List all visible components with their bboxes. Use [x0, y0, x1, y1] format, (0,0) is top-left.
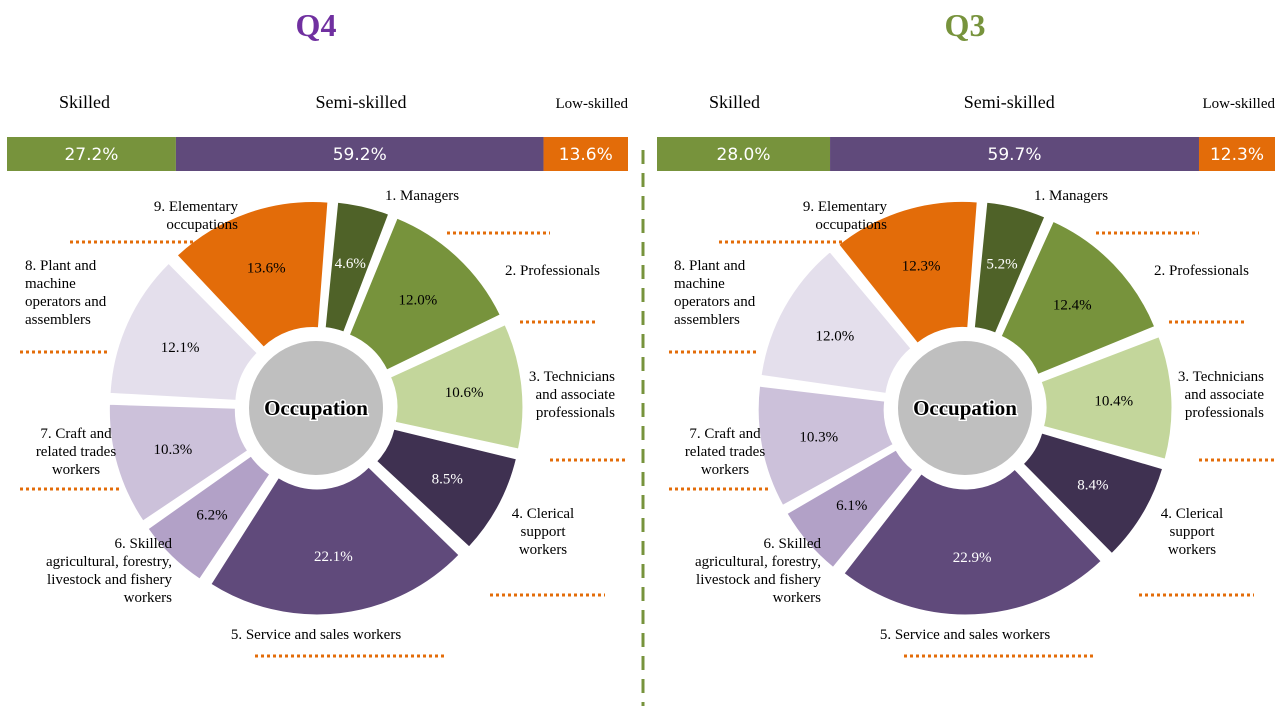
- slice-value-label: 10.6%: [445, 385, 484, 401]
- bar-value-label: 28.0%: [717, 145, 771, 165]
- category-label: 8. Plant and machine operators and assem…: [25, 258, 107, 328]
- bar-value-label: 27.2%: [64, 145, 118, 165]
- bar-segment: [175, 137, 544, 171]
- slice-value-label: 12.0%: [399, 292, 438, 308]
- pie-slice: [109, 262, 258, 401]
- category-label: 9. Elementary occupations: [153, 199, 238, 233]
- category-label: 3. Technicians and associate professiona…: [1177, 369, 1264, 421]
- category-label: 5. Service and sales workers: [230, 627, 402, 643]
- pie-slice: [757, 385, 894, 507]
- bar-segment: [543, 137, 628, 171]
- pie-slice: [147, 455, 271, 580]
- pie-slice: [760, 251, 912, 394]
- category-label: 1. Managers: [1034, 188, 1109, 204]
- pie-slice: [176, 201, 329, 348]
- skill-label: Low-skilled: [1203, 96, 1276, 112]
- center-label: Occupation: [264, 396, 368, 420]
- pie-slice: [973, 201, 1046, 334]
- category-label: 7. Craft and related trades workers: [35, 426, 117, 478]
- slice-value-label: 12.0%: [815, 328, 854, 344]
- bar-value-label: 12.3%: [1210, 145, 1264, 165]
- pie-slice: [843, 468, 1102, 616]
- category-label: 2. Professionals: [505, 263, 600, 279]
- bar-value-label: 59.7%: [988, 145, 1042, 165]
- bar-segment: [657, 137, 831, 171]
- slice-value-label: 12.4%: [1053, 298, 1092, 314]
- skill-label: Semi-skilled: [315, 92, 406, 112]
- skill-label: Skilled: [709, 92, 760, 112]
- slice-value-label: 5.2%: [986, 257, 1017, 273]
- slice-value-label: 13.6%: [247, 261, 286, 277]
- bar-value-label: 59.2%: [333, 145, 387, 165]
- pie-slice: [210, 466, 460, 616]
- skill-label: Skilled: [59, 92, 110, 112]
- category-label: 1. Managers: [385, 188, 460, 204]
- slice-value-label: 10.4%: [1094, 393, 1133, 409]
- bar-segment: [1198, 137, 1275, 171]
- center-circle: [247, 339, 385, 477]
- pie-slice: [1022, 432, 1164, 555]
- slice-value-label: 22.9%: [953, 550, 992, 566]
- pie-slice: [838, 200, 978, 344]
- panel-title: Q3: [945, 7, 986, 43]
- pie-slice: [324, 201, 390, 333]
- panel-title: Q4: [296, 7, 337, 43]
- skill-label: Semi-skilled: [964, 92, 1055, 112]
- category-label: 4. Clerical support workers: [1160, 506, 1224, 558]
- slice-value-label: 8.5%: [432, 471, 463, 487]
- center-label: Occupation: [913, 396, 1017, 420]
- pie-slice: [1040, 336, 1173, 460]
- category-label: 2. Professionals: [1154, 263, 1249, 279]
- category-label: 6. Skilled agricultural, forestry, lives…: [45, 536, 172, 606]
- category-label: 7. Craft and related trades workers: [684, 426, 766, 478]
- center-circle: [896, 339, 1034, 477]
- slice-value-label: 10.3%: [153, 442, 192, 458]
- pie-slice: [389, 324, 524, 450]
- pie-slice: [1000, 220, 1156, 376]
- pie-slice: [376, 428, 517, 548]
- category-label: 5. Service and sales workers: [879, 627, 1051, 643]
- bar-value-label: 13.6%: [559, 145, 613, 165]
- slice-value-label: 22.1%: [314, 549, 353, 565]
- pie-slice: [348, 217, 501, 371]
- pie-slice: [786, 449, 914, 569]
- pie-slice: [108, 403, 249, 522]
- slice-value-label: 6.2%: [196, 508, 227, 524]
- category-label: 8. Plant and machine operators and assem…: [674, 258, 756, 328]
- slice-value-label: 12.1%: [161, 340, 200, 356]
- slice-value-label: 6.1%: [836, 498, 867, 514]
- category-label: 9. Elementary occupations: [802, 199, 887, 233]
- slice-value-label: 10.3%: [799, 429, 838, 445]
- slice-value-label: 4.6%: [335, 256, 366, 272]
- skill-label: Low-skilled: [556, 96, 629, 112]
- slice-value-label: 12.3%: [902, 259, 941, 275]
- category-label: 6. Skilled agricultural, forestry, lives…: [694, 536, 821, 606]
- category-label: 3. Technicians and associate professiona…: [528, 369, 615, 421]
- slice-value-label: 8.4%: [1077, 478, 1108, 494]
- bar-segment: [7, 137, 176, 171]
- category-label: 4. Clerical support workers: [511, 506, 575, 558]
- bar-segment: [830, 137, 1199, 171]
